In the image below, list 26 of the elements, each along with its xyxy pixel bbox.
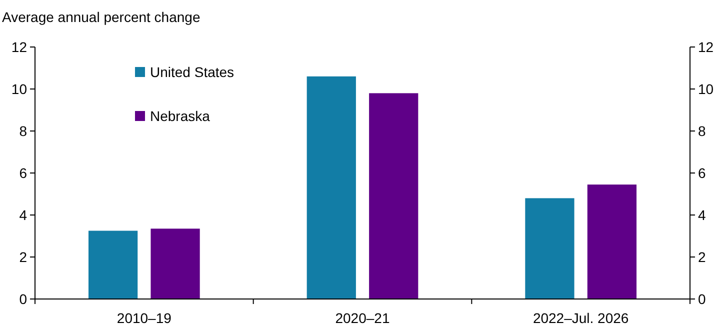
y2-tick-label: 0	[698, 290, 706, 307]
y-tick-label: 6	[19, 164, 28, 181]
x-tick-label: 2022–Jul. 2026	[532, 310, 629, 326]
y2-tick-label: 12	[698, 38, 714, 55]
x-tick-label: 2020–21	[335, 310, 390, 326]
bar	[587, 184, 637, 299]
bar	[150, 228, 200, 299]
y-tick-label: 4	[19, 206, 28, 223]
y2-tick-label: 6	[698, 164, 706, 181]
y-tick-label: 0	[19, 290, 28, 307]
y2-tick-label: 2	[698, 248, 706, 265]
bar	[306, 76, 356, 299]
y-axis-title: Average annual percent change	[2, 9, 200, 25]
y2-tick-label: 4	[698, 206, 706, 223]
bar	[369, 93, 418, 299]
y-tick-label: 12	[11, 38, 28, 55]
y-tick-label: 2	[19, 248, 28, 265]
y2-tick-label: 10	[698, 80, 714, 97]
y2-tick-label: 8	[698, 122, 706, 139]
x-tick-label: 2010–19	[116, 310, 172, 326]
y-tick-label: 10	[11, 80, 28, 97]
legend-label: United States	[150, 64, 234, 80]
bar	[88, 230, 138, 299]
legend-label: Nebraska	[150, 108, 210, 124]
bar	[525, 198, 574, 299]
y-tick-label: 8	[19, 122, 28, 139]
